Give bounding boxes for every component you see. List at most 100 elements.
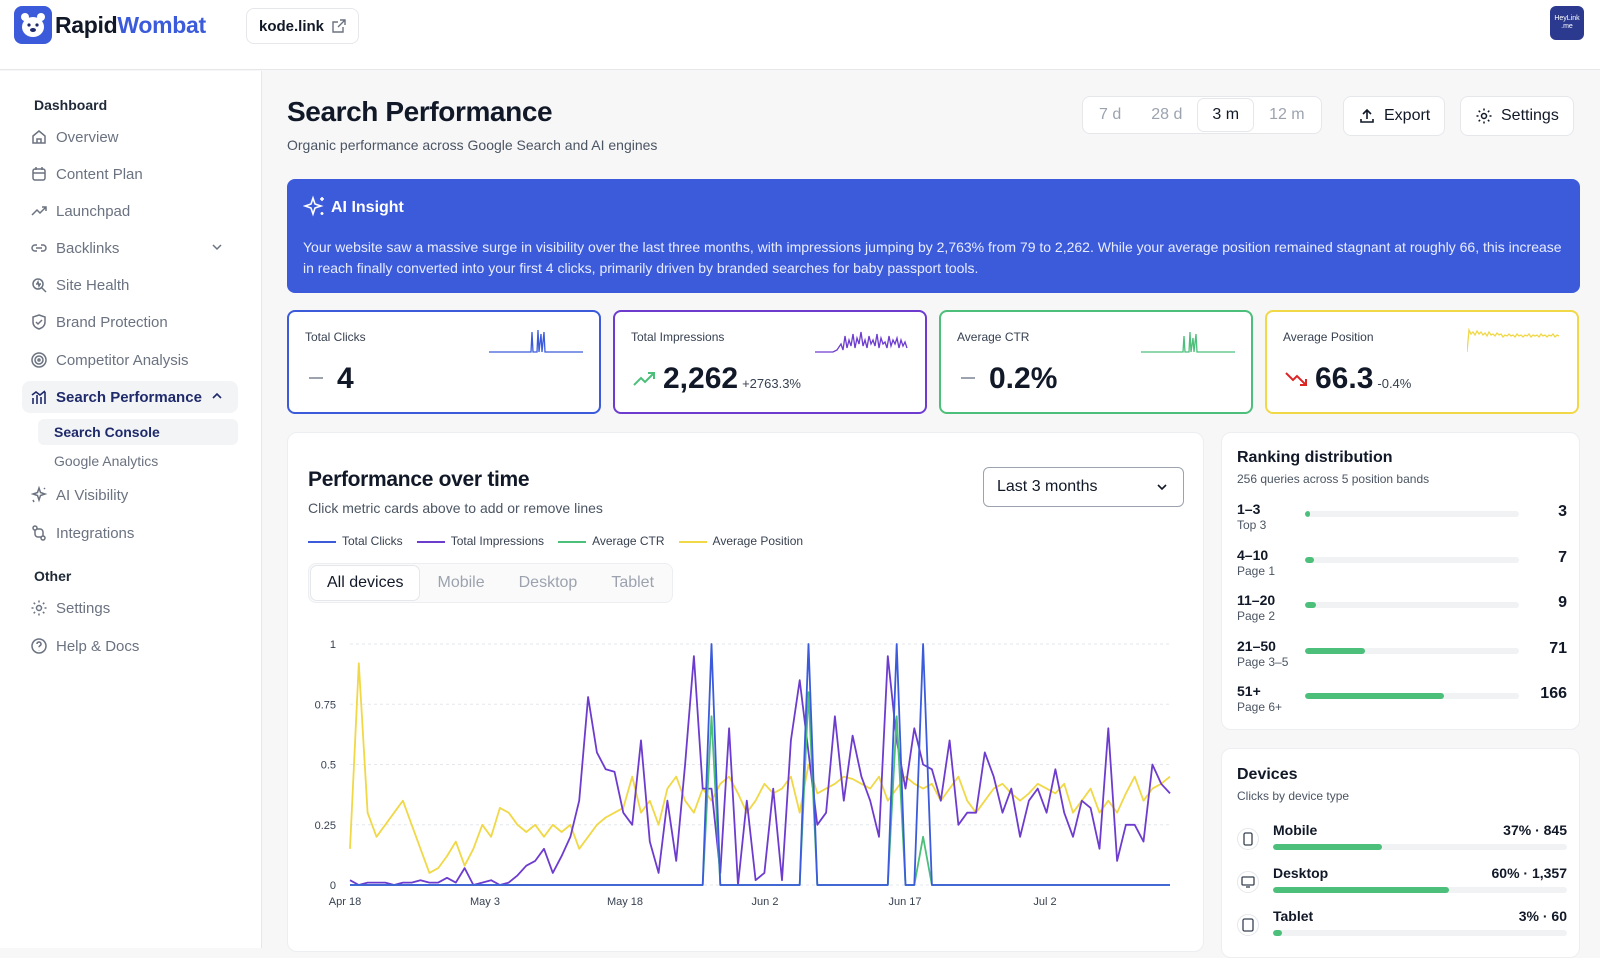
band-progress-track <box>1305 602 1519 608</box>
legend-item-average-ctr[interactable]: Average CTR <box>558 534 665 548</box>
ranking-band-row: 11–20 Page 2 9 <box>1237 592 1567 632</box>
kpi-value-text: 0.2% <box>989 362 1058 395</box>
sidebar-item-brand-protection[interactable]: Brand Protection <box>22 306 238 338</box>
sparkline <box>1467 327 1560 353</box>
kpi-label: Average CTR <box>957 330 1030 344</box>
tab-tablet[interactable]: Tablet <box>611 574 655 591</box>
kpi-card-total-impressions[interactable]: Total Impressions 2,262 +2763.3% <box>613 310 927 414</box>
sidebar-item-competitor-analysis[interactable]: Competitor Analysis <box>22 344 238 376</box>
legend-item-total-impressions[interactable]: Total Impressions <box>416 534 545 548</box>
kpi-label: Total Impressions <box>631 330 725 344</box>
band-progress-fill <box>1305 556 1314 563</box>
x-tick-label: Jun 2 <box>752 896 779 908</box>
kpi-value: 4 <box>337 362 354 396</box>
gear-icon <box>31 600 47 616</box>
device-name: Tablet <box>1273 908 1314 924</box>
chevron-down-icon[interactable] <box>210 240 224 254</box>
tab-mobile[interactable]: Mobile <box>437 574 485 591</box>
monitor-icon <box>1237 871 1259 893</box>
range-7d-button[interactable]: 7 d <box>1099 106 1122 123</box>
sidebar-item-overview[interactable]: Overview <box>22 121 238 153</box>
sidebar-item-label: Help & Docs <box>56 637 140 655</box>
export-button[interactable]: Export <box>1343 96 1446 136</box>
series-line-total-clicks[interactable] <box>350 643 1170 886</box>
period-select[interactable]: Last 3 months <box>983 467 1184 507</box>
avatar[interactable]: HeyLink .me <box>1550 6 1584 40</box>
legend-item-average-position[interactable]: Average Position <box>678 534 803 548</box>
kpi-card-average-position[interactable]: Average Position 66.3 -0.4% <box>1265 310 1579 414</box>
sidebar-item-search-performance[interactable]: Search Performance <box>22 381 238 413</box>
sidebar-item-settings[interactable]: Settings <box>22 592 238 624</box>
performance-title: Performance over time <box>308 468 530 491</box>
sidebar-item-label: AI Visibility <box>56 486 129 504</box>
kpi-value: 66.3 -0.4% <box>1315 362 1411 396</box>
band-count: 166 <box>1540 685 1567 702</box>
home-icon <box>32 130 46 144</box>
kpi-value: 0.2% <box>989 362 1057 396</box>
date-range-toggle: 7 d 28 d 3 m 12 m <box>1082 96 1322 134</box>
health-search-icon <box>32 278 47 293</box>
phone-icon <box>1237 828 1259 850</box>
brand-name[interactable]: RapidWombat <box>55 12 206 39</box>
chevron-down-icon <box>1157 484 1167 491</box>
sidebar-item-backlinks[interactable]: Backlinks <box>22 232 238 264</box>
shield-icon <box>32 314 46 330</box>
device-progress-track <box>1273 930 1567 936</box>
tab-all-devices[interactable]: All devices <box>311 566 420 600</box>
settings-button[interactable]: Settings <box>1460 96 1574 136</box>
x-tick-label: Jun 17 <box>888 896 921 908</box>
kpi-value-text: 2,262 <box>663 362 739 395</box>
band-progress-fill <box>1305 693 1445 699</box>
wombat-logo-icon[interactable] <box>14 6 52 44</box>
series-line-total-impressions[interactable] <box>349 655 1171 886</box>
sidebar-item-label: Launchpad <box>56 202 131 220</box>
band-progress-fill <box>1305 602 1316 608</box>
domain-link[interactable]: kode.link <box>246 8 360 44</box>
range-12m-button[interactable]: 12 m <box>1269 106 1305 123</box>
tablet-icon <box>1237 914 1259 936</box>
kpi-card-average-ctr[interactable]: Average CTR 0.2% <box>939 310 1253 414</box>
ranking-card <box>1221 432 1580 730</box>
range-3m-button[interactable]: 3 m <box>1198 99 1254 131</box>
gear-icon <box>1476 108 1492 124</box>
sidebar-item-site-health[interactable]: Site Health <box>22 269 238 301</box>
kpi-value: 2,262 +2763.3% <box>663 362 801 396</box>
sidebar-item-integrations[interactable]: Integrations <box>22 517 238 549</box>
band-label: Top 3 <box>1237 518 1267 532</box>
band-range: 21–50 <box>1237 637 1276 654</box>
calendar-icon <box>32 167 46 181</box>
sidebar-item-label: Brand Protection <box>56 313 168 331</box>
sidebar-item-label: Search Performance <box>56 388 202 406</box>
legend-label: Total Impressions <box>450 534 545 548</box>
band-label: Page 3–5 <box>1237 654 1289 669</box>
sidebar-item-label: Backlinks <box>56 239 120 257</box>
page-subtitle: Organic performance across Google Search… <box>287 137 658 153</box>
device-name: Mobile <box>1273 822 1318 838</box>
chevron-up-icon[interactable] <box>210 389 224 403</box>
sidebar-item-ai-visibility[interactable]: AI Visibility <box>22 479 238 511</box>
device-progress-fill <box>1273 930 1282 936</box>
band-range: 11–20 <box>1237 592 1276 608</box>
band-count: 7 <box>1558 548 1567 566</box>
sidebar-subitem-google-analytics[interactable]: Google Analytics <box>54 453 159 469</box>
ranking-title: Ranking distribution <box>1237 449 1393 466</box>
sidebar-item-content-plan[interactable]: Content Plan <box>22 158 238 190</box>
band-count: 71 <box>1549 639 1567 657</box>
kpi-card-total-clicks[interactable]: Total Clicks 4 <box>287 310 601 414</box>
sidebar-item-help-docs[interactable]: Help & Docs <box>22 630 238 662</box>
sidebar-subitem-search-console[interactable]: Search Console <box>38 419 238 445</box>
sidebar-item-label: Competitor Analysis <box>56 351 189 369</box>
tab-desktop[interactable]: Desktop <box>518 574 578 591</box>
sidebar-item-label: Settings <box>56 599 111 617</box>
y-tick-label: 0.75 <box>315 699 336 711</box>
legend-swatch <box>308 540 336 543</box>
ranking-band-row: 4–10 Page 1 7 <box>1237 547 1567 587</box>
sidebar-item-launchpad[interactable]: Launchpad <box>22 195 238 227</box>
range-28d-button[interactable]: 28 d <box>1151 106 1183 123</box>
devices-card <box>1221 748 1580 958</box>
legend-item-total-clicks[interactable]: Total Clicks <box>308 534 403 548</box>
y-tick-label: 0.5 <box>321 760 336 772</box>
legend-label: Total Clicks <box>342 534 403 548</box>
series-line-average-position[interactable] <box>349 662 1171 874</box>
link-icon <box>31 244 47 252</box>
